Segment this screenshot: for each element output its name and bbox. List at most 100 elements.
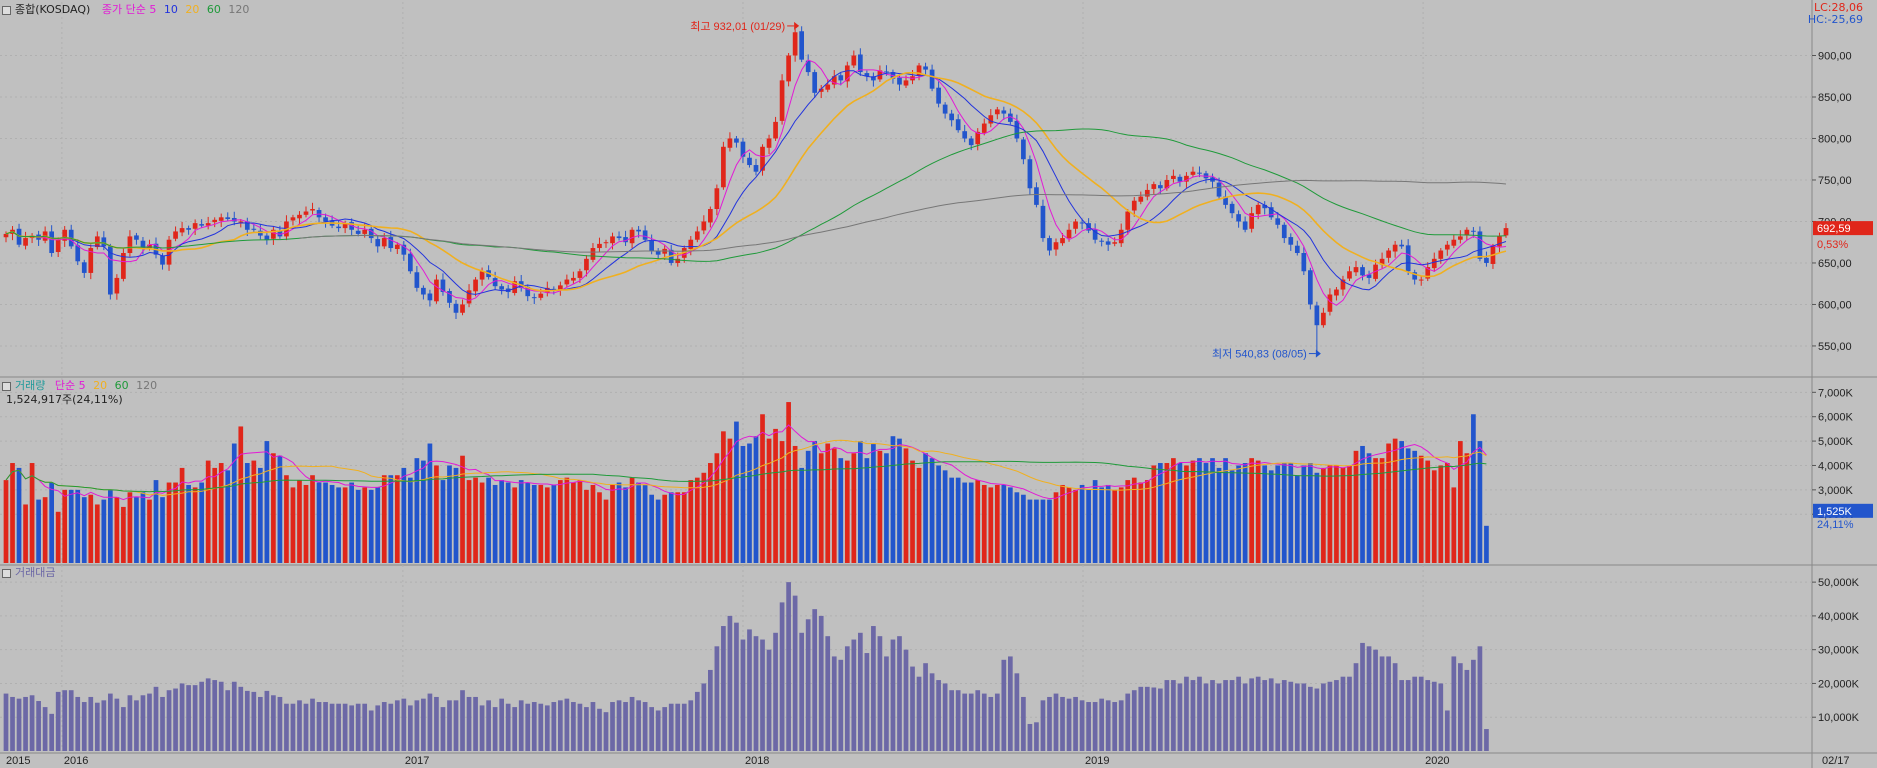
amount-bar bbox=[1223, 680, 1228, 751]
candle-body bbox=[355, 230, 361, 234]
candle-body bbox=[1281, 224, 1287, 239]
vol-ma120-legend[interactable]: 120 bbox=[136, 379, 158, 392]
candle-body bbox=[121, 253, 126, 279]
amount-bar bbox=[903, 649, 909, 751]
candle-body bbox=[447, 291, 452, 303]
volume-bar bbox=[1321, 467, 1326, 563]
panel-toggle-icon[interactable] bbox=[2, 381, 11, 391]
candle-body bbox=[623, 237, 628, 243]
amount-bar bbox=[1105, 700, 1111, 751]
amount-bar bbox=[381, 702, 387, 751]
volume-bar bbox=[277, 455, 283, 563]
volume-bar bbox=[936, 465, 941, 563]
volume-bar bbox=[1477, 441, 1483, 563]
ma10-legend[interactable]: 10 bbox=[163, 3, 178, 16]
volume-bar bbox=[1216, 467, 1222, 563]
candle-body bbox=[290, 217, 296, 221]
volume-bar bbox=[36, 499, 41, 563]
volume-bar bbox=[1236, 465, 1241, 563]
volume-bar bbox=[1184, 465, 1189, 563]
amount-bar bbox=[1405, 680, 1411, 751]
volume-bar bbox=[49, 482, 54, 563]
candles-group bbox=[3, 26, 1509, 354]
volume-bar bbox=[1210, 458, 1215, 563]
volume-bar bbox=[486, 477, 491, 563]
amount-bar bbox=[1477, 646, 1483, 751]
volume-bar bbox=[1242, 463, 1248, 563]
volume-ma-legend-label[interactable]: 단순 bbox=[54, 379, 76, 392]
volume-bar bbox=[564, 477, 570, 563]
amount-bar bbox=[1118, 700, 1124, 751]
amount-bar bbox=[916, 676, 922, 751]
volume-tick-label: 6,000K bbox=[1818, 412, 1854, 424]
amount-bar bbox=[166, 690, 172, 751]
amount-bar bbox=[1464, 669, 1470, 751]
vol-ma60-legend[interactable]: 60 bbox=[114, 379, 129, 392]
volume-bar bbox=[1464, 453, 1470, 563]
candle-body bbox=[408, 253, 413, 272]
ma60-legend[interactable]: 60 bbox=[206, 3, 221, 16]
candle-body bbox=[1321, 312, 1326, 326]
candle-body bbox=[440, 279, 446, 293]
volume-bar bbox=[1379, 458, 1385, 563]
amount-bar bbox=[1418, 676, 1424, 751]
amount-bar bbox=[681, 703, 687, 751]
volume-bar bbox=[584, 489, 589, 563]
amount-bar bbox=[890, 639, 896, 751]
candle-body bbox=[1118, 229, 1124, 244]
volume-bar bbox=[1151, 465, 1157, 563]
amount-bar bbox=[701, 683, 707, 751]
price-tick-label: 750,00 bbox=[1818, 175, 1852, 187]
amount-bar bbox=[88, 696, 94, 751]
amount-bar bbox=[649, 707, 654, 751]
candle-body bbox=[694, 231, 700, 240]
candle-body bbox=[238, 221, 244, 223]
amount-bar bbox=[1484, 729, 1489, 751]
amount-bar bbox=[355, 703, 361, 751]
amount-bar bbox=[629, 696, 635, 751]
volume-bar bbox=[701, 472, 707, 563]
price-ma-legend-label[interactable]: 종가 단순 bbox=[101, 3, 146, 16]
candle-body bbox=[1268, 207, 1274, 218]
amount-bar bbox=[936, 680, 941, 751]
vol-ma20-legend[interactable]: 20 bbox=[93, 379, 108, 392]
amount-bar bbox=[1458, 663, 1463, 751]
candle-body bbox=[218, 217, 224, 221]
candle-body bbox=[818, 88, 824, 92]
amount-bar bbox=[1255, 676, 1261, 751]
volume-bar bbox=[499, 480, 504, 563]
amount-bar bbox=[29, 695, 35, 751]
candle-body bbox=[1112, 242, 1118, 244]
volume-bar bbox=[994, 484, 1000, 563]
amount-bar bbox=[375, 705, 381, 751]
candle-body bbox=[1399, 244, 1404, 247]
candle-body bbox=[1197, 172, 1202, 174]
volume-bar bbox=[577, 480, 583, 563]
volume-bar bbox=[949, 477, 954, 563]
candle-body bbox=[173, 231, 178, 239]
volume-bar bbox=[1144, 480, 1150, 563]
panel-toggle-icon[interactable] bbox=[2, 5, 11, 15]
volume-bar bbox=[779, 441, 785, 563]
amount-bar bbox=[812, 609, 818, 751]
amount-bar bbox=[525, 703, 531, 751]
volume-bar bbox=[1373, 458, 1378, 563]
current-price-box bbox=[1813, 221, 1873, 236]
change-pct-label: 0,53% bbox=[1817, 239, 1848, 251]
volume-bar bbox=[721, 431, 726, 563]
panel-toggle-icon[interactable] bbox=[2, 568, 11, 578]
ma120-legend[interactable]: 120 bbox=[228, 3, 250, 16]
ma5-legend[interactable]: 5 bbox=[149, 3, 157, 16]
candle-body bbox=[147, 244, 152, 249]
volume-bar bbox=[1171, 458, 1176, 563]
candle-body bbox=[1079, 222, 1085, 224]
volume-bar bbox=[179, 467, 185, 563]
candle-body bbox=[590, 248, 596, 260]
vol-ma5-legend[interactable]: 5 bbox=[78, 379, 86, 392]
amount-bar bbox=[1366, 646, 1372, 751]
volume-bar bbox=[1001, 484, 1007, 563]
candle-body bbox=[421, 287, 426, 295]
ma20-legend[interactable]: 20 bbox=[185, 3, 200, 16]
x-axis-label: 2020 bbox=[1425, 755, 1449, 767]
